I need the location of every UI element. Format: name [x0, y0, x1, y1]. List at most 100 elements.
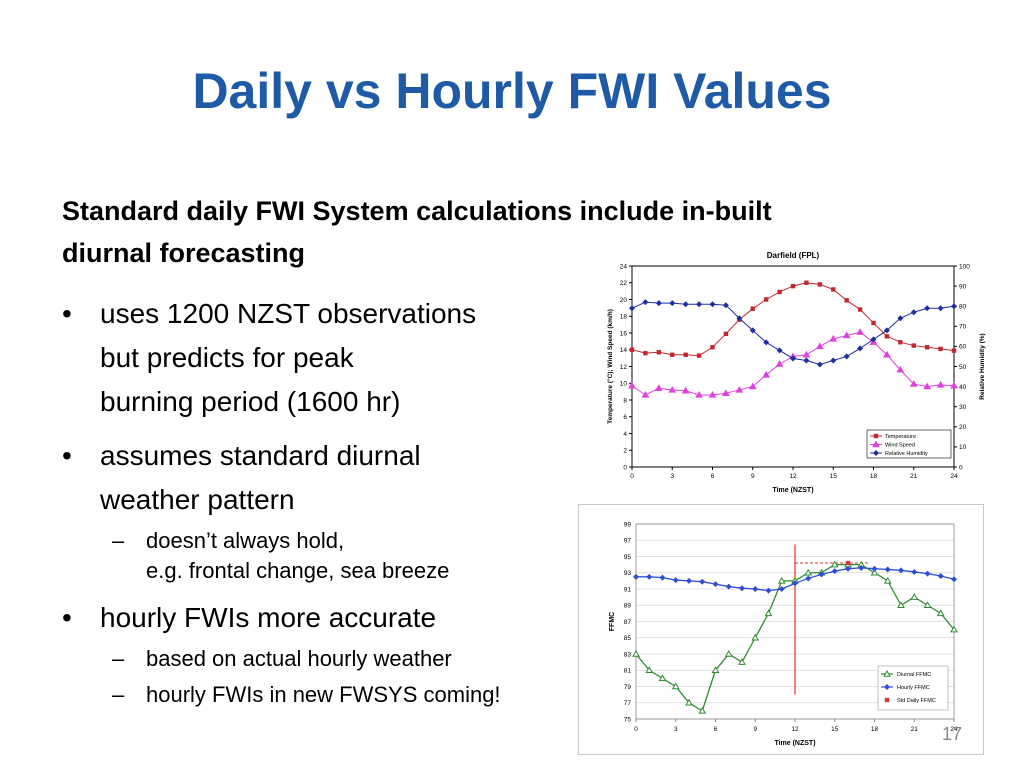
x-tick-label: 3 [670, 473, 674, 480]
y-tick-label: 79 [624, 684, 632, 691]
y-tick-label: 75 [624, 716, 632, 723]
legend-marker [873, 450, 879, 456]
data-point [723, 331, 729, 337]
data-point [710, 345, 715, 350]
y-tick-label: 10 [620, 381, 628, 388]
y2-tick-label: 20 [959, 424, 967, 431]
legend-box [877, 665, 949, 711]
x-tick-label: 24 [950, 473, 958, 480]
data-point [682, 301, 689, 308]
data-point [884, 566, 891, 573]
bullet-dot: • [62, 602, 72, 633]
data-point [672, 577, 679, 584]
data-point [884, 334, 890, 339]
y-tick-label: 18 [620, 314, 628, 321]
bullet-text: uses 1200 NZST observations [100, 298, 477, 329]
data-point [883, 576, 892, 584]
data-point [911, 568, 918, 575]
data-point [735, 385, 744, 393]
data-point [896, 365, 905, 373]
data-point [923, 601, 932, 608]
bullet-text: hourly FWIs more accurate [100, 602, 437, 633]
sub-bullet-dash: – [112, 528, 125, 553]
data-point [804, 568, 813, 576]
data-point [792, 580, 798, 587]
data-point [790, 283, 796, 289]
y-tick-label: 8 [623, 397, 627, 404]
data-point [763, 339, 770, 346]
data-point [777, 289, 782, 295]
data-point [633, 573, 639, 580]
data-point [950, 381, 958, 389]
legend-marker [872, 440, 880, 448]
data-point [831, 568, 838, 575]
ffmc-chart: 75 77 79 81 83 85 87 89 91 93 95 97 99 0 3 6 9 12 15 18 21 24… [578, 504, 984, 755]
data-point [804, 280, 809, 285]
data-point [765, 587, 772, 594]
data-point [659, 574, 666, 581]
data-point [642, 299, 649, 306]
x-tick-label: 3 [674, 726, 678, 733]
data-point [790, 355, 796, 362]
data-point [844, 298, 849, 303]
data-point [843, 353, 850, 360]
data-point [777, 576, 786, 584]
series-std-daily-ffmc [845, 560, 851, 566]
series-hourly-ffmc [633, 564, 957, 594]
data-point [856, 328, 864, 335]
data-point [641, 390, 650, 398]
data-point [683, 352, 688, 357]
y-tick-label: 93 [624, 570, 632, 577]
data-point [712, 581, 719, 588]
legend-label: Temperature [885, 434, 916, 440]
data-point [749, 327, 756, 334]
data-point [803, 357, 810, 364]
data-point [696, 353, 702, 358]
data-point [764, 609, 773, 617]
legend-marker [873, 433, 879, 439]
data-point [898, 567, 904, 574]
y2-tick-label: 30 [959, 404, 967, 411]
bullet-text: but predicts for peak [100, 342, 354, 373]
x-tick-label: 0 [634, 726, 638, 733]
data-point [817, 282, 823, 287]
data-point [898, 340, 903, 345]
data-point [739, 585, 745, 592]
data-point [897, 601, 905, 608]
data-point [924, 570, 931, 577]
data-point [643, 350, 648, 356]
y-tick-label: 2 [623, 448, 627, 455]
data-point [938, 346, 943, 352]
data-point [750, 306, 755, 311]
page-number: 17 [942, 724, 963, 744]
data-point [668, 385, 677, 393]
data-point [628, 381, 636, 389]
data-point [897, 315, 904, 322]
legend: Diurnal FFMC Hourly FFMC Std Daily FFMC [877, 665, 949, 711]
legend-marker [884, 684, 890, 690]
data-point [857, 307, 863, 312]
y-tick-label: 83 [624, 651, 632, 658]
y-tick-label: 20 [620, 297, 628, 304]
legend-marker [883, 669, 891, 677]
sub-bullet-text: based on actual hourly weather [146, 646, 452, 671]
bullet-text: assumes standard diurnal [100, 440, 421, 471]
series-wind-speed [628, 328, 958, 398]
data-point [845, 565, 851, 572]
data-point [818, 571, 825, 578]
y2-tick-label: 50 [959, 364, 967, 371]
lead-line-1: Standard daily FWI System calculations i… [62, 196, 772, 226]
x-tick-label: 15 [831, 726, 839, 733]
y-tick-label: 89 [624, 603, 632, 610]
data-point [871, 565, 878, 572]
sub-bullet-dash: – [112, 682, 125, 707]
chart-frame [578, 504, 984, 755]
data-point [775, 359, 784, 367]
sub-bullet-item: – doesn’t always hold, e.g. frontal chan… [62, 526, 582, 586]
x-tick-label: 12 [789, 473, 797, 480]
sub-bullet-item: – based on actual hourly weather [62, 644, 582, 674]
y-tick-label: 97 [624, 538, 632, 545]
bullet-item: • hourly FWIs more accurate [62, 596, 582, 640]
data-point [937, 573, 944, 579]
y-tick-label: 22 [620, 280, 628, 287]
